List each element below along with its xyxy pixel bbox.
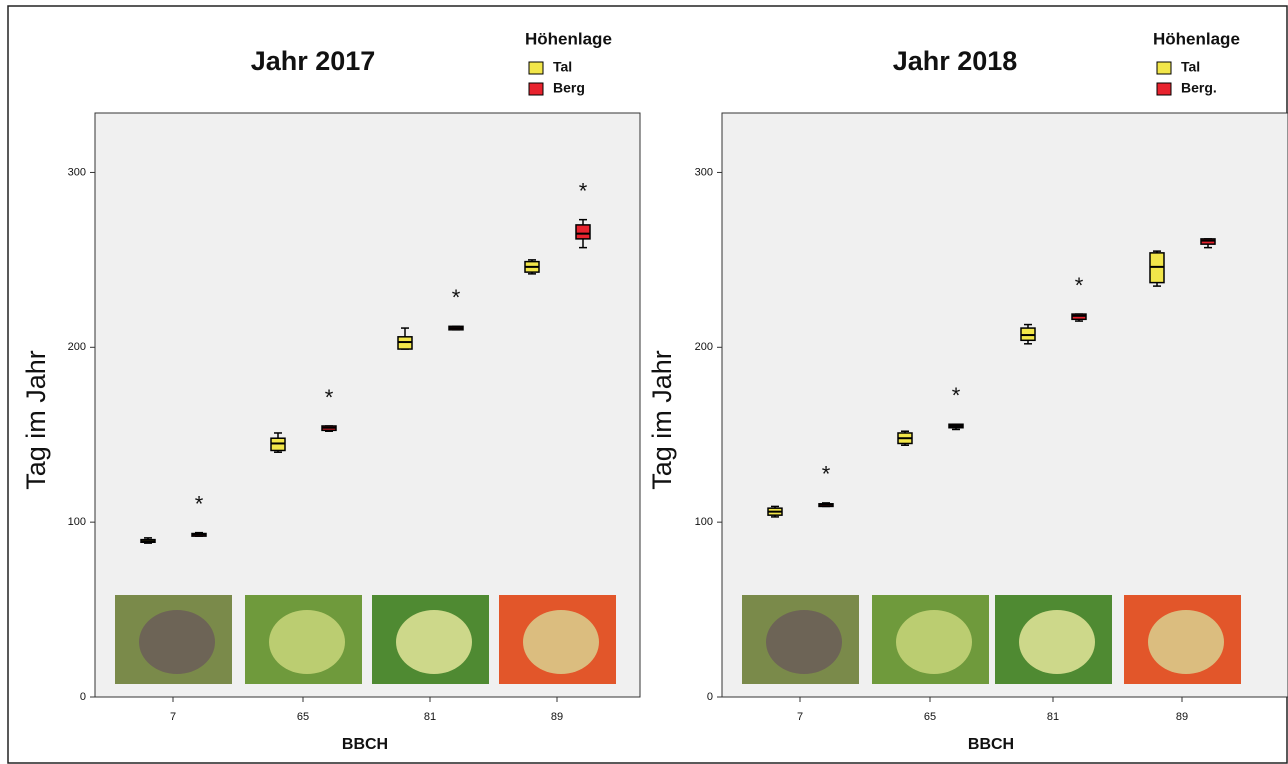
significance-star: * [452,285,461,310]
x-tick-label: 7 [797,711,803,723]
x-tick-label: 65 [924,711,936,723]
y-tick-label: 0 [707,691,713,703]
y-axis-title: Tag im Jahr [21,350,51,490]
legend-swatch [1156,82,1172,96]
significance-star: * [952,383,961,408]
legend-swatch [528,61,544,75]
y-tick-label: 300 [695,166,713,178]
y-tick-label: 100 [68,516,86,528]
legend-label: Berg. [1181,80,1217,96]
photo-detail [1148,610,1224,674]
stage-photo [245,595,362,684]
legend-swatch [528,82,544,96]
y-tick-label: 200 [695,341,713,353]
chart-title: Jahr 2017 [251,46,376,76]
y-axis-title: Tag im Jahr [647,350,677,490]
legend-swatch [1156,61,1172,75]
photo-detail [269,610,345,674]
x-tick-label: 65 [297,711,309,723]
photo-detail [1019,610,1095,674]
stage-photo [372,595,489,684]
y-tick-label: 200 [68,341,86,353]
legend-title: Höhenlage [525,29,612,48]
stage-photo [1124,595,1241,684]
stage-photo [872,595,989,684]
significance-star: * [195,491,204,516]
y-tick-label: 0 [80,691,86,703]
x-axis-title: BBCH [968,736,1014,753]
legend-label: Tal [553,59,572,75]
stage-photo [499,595,616,684]
photo-detail [523,610,599,674]
stage-photo [742,595,859,684]
y-tick-label: 300 [68,166,86,178]
stage-photo [115,595,232,684]
significance-star: * [822,462,831,487]
significance-star: * [579,178,588,203]
stage-photo [995,595,1112,684]
photo-detail [139,610,215,674]
x-tick-label: 81 [424,711,436,723]
y-tick-label: 100 [695,516,713,528]
x-axis-title: BBCH [342,736,388,753]
legend-label: Tal [1181,59,1200,75]
x-tick-label: 89 [1176,711,1188,723]
photo-detail [766,610,842,674]
box [575,224,591,240]
legend-label: Berg [553,80,585,96]
significance-star: * [1075,273,1084,298]
photo-detail [896,610,972,674]
significance-star: * [325,385,334,410]
x-tick-label: 89 [551,711,563,723]
photo-detail [396,610,472,674]
x-tick-label: 81 [1047,711,1059,723]
legend-title: Höhenlage [1153,29,1240,48]
chart-title: Jahr 2018 [893,46,1018,76]
x-tick-label: 7 [170,711,176,723]
